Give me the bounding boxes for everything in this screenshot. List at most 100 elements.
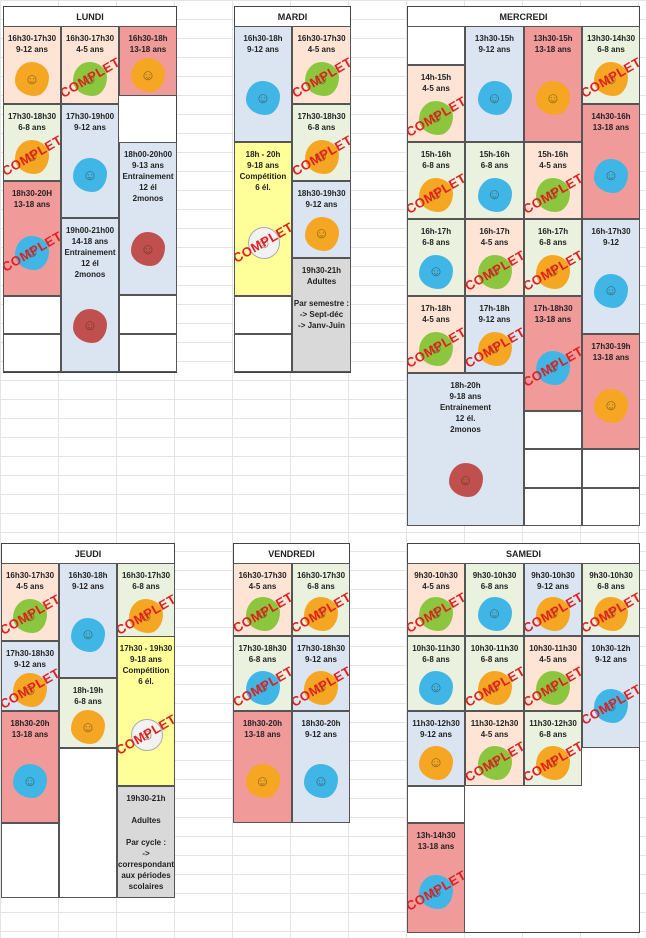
class-slot[interactable]: 10h30-11h30 6-8 ans ☺ COMPLET xyxy=(465,636,524,711)
class-slot[interactable]: 15h-16h 6-8 ans ☺ xyxy=(465,142,524,219)
class-slot[interactable]: 11h30-12h30 9-12 ans ☺ xyxy=(407,711,465,786)
class-slot[interactable] xyxy=(582,488,640,526)
mascot-icon: ☺ xyxy=(246,81,280,115)
class-slot[interactable]: 16h30-17h30 4-5 ans ☺ COMPLET xyxy=(61,26,119,104)
class-slot[interactable]: 13h30-15h 13-18 ans ☺ xyxy=(524,26,582,142)
class-slot[interactable]: 11h30-12h30 4-5 ans ☺ COMPLET xyxy=(465,711,524,786)
class-slot[interactable]: 13h-14h30 13-18 ans ☺ COMPLET xyxy=(407,823,465,933)
class-slot[interactable]: 17h30-18h30 6-8 ans ☺ COMPLET xyxy=(3,104,61,181)
class-slot[interactable]: 17h-18h 4-5 ans ☺ COMPLET xyxy=(407,296,465,373)
class-slot[interactable]: 16h30-17h30 4-5 ans ☺ COMPLET xyxy=(1,563,59,641)
mascot-icon: ☺ xyxy=(536,254,570,289)
slot-text-line: 9-12 xyxy=(602,238,619,247)
class-slot[interactable]: 9h30-10h30 4-5 ans ☺ COMPLET xyxy=(407,563,465,636)
slot-text-line: 6-8 ans xyxy=(18,123,46,132)
class-slot[interactable] xyxy=(524,488,582,526)
class-slot[interactable]: 18h00-20h00 9-13 ans Entrainement 12 él 2mon… xyxy=(119,142,177,295)
class-slot[interactable]: 16h30-18h 9-12 ans ☺ xyxy=(234,26,292,142)
slot-text-line: 16h30-17h30 xyxy=(121,571,171,580)
class-slot[interactable]: 10h30-11h30 6-8 ans ☺ xyxy=(407,636,465,711)
class-slot[interactable] xyxy=(1,823,59,898)
class-slot[interactable]: 18h30-20h 13-18 ans ☺ xyxy=(233,711,292,823)
mascot-icon: ☺ xyxy=(15,235,49,270)
class-slot[interactable]: 17h30-18h30 9-12 ans ☺ COMPLET xyxy=(292,636,350,711)
class-slot[interactable]: 18h30-19h30 9-12 ans ☺ xyxy=(292,181,351,258)
slot-text-line: 16h30-18h xyxy=(243,34,283,43)
slot-text-line: 14-18 ans xyxy=(71,237,109,246)
class-slot[interactable]: 9h30-10h30 9-12 ans ☺ COMPLET xyxy=(524,563,582,636)
mascot-icon: ☺ xyxy=(304,139,339,174)
slot-text-line: 9-18 ans xyxy=(246,161,280,170)
class-slot[interactable]: 18h - 20h 9-18 ans Compétition 6 él. ☺ COMPLE… xyxy=(234,142,292,296)
class-slot[interactable] xyxy=(407,786,465,823)
class-slot[interactable]: 17h-18h 9-12 ans ☺ COMPLET xyxy=(465,296,524,373)
class-slot[interactable] xyxy=(524,411,582,449)
class-slot[interactable]: 10h30-11h30 4-5 ans ☺ COMPLET xyxy=(524,636,582,711)
class-slot[interactable] xyxy=(234,334,292,372)
class-slot[interactable]: 15h-16h 6-8 ans ☺ COMPLET xyxy=(407,142,465,219)
class-slot[interactable]: 16h30-18h 13-18 ans ☺ xyxy=(119,26,177,96)
class-slot[interactable]: 9h30-10h30 6-8 ans ☺ xyxy=(465,563,524,636)
slot-text-line: Adultes xyxy=(306,277,337,286)
class-slot[interactable]: 16h-17h30 9-12 ☺ xyxy=(582,219,640,334)
slot-text-line: 12 él xyxy=(139,183,157,192)
class-slot[interactable]: 18h30-20H 13-18 ans ☺ COMPLET xyxy=(3,181,61,296)
class-slot[interactable]: 13h30-15h 9-12 ans ☺ xyxy=(465,26,524,142)
slot-text-line: 16h30-17h30 xyxy=(238,571,287,580)
slot-text-line: 10h30-12h xyxy=(591,644,631,653)
class-slot[interactable] xyxy=(524,449,582,488)
class-slot[interactable] xyxy=(3,296,61,334)
slot-text-line: 17h30-19h xyxy=(591,342,631,351)
class-slot[interactable]: 17h30-18h30 9-12 ans ☺ COMPLET xyxy=(1,641,59,711)
class-slot[interactable]: 16h30-17h30 9-12 ans ☺ xyxy=(3,26,61,104)
class-slot[interactable]: 17h30-18h30 6-8 ans ☺ COMPLET xyxy=(233,636,292,711)
class-slot[interactable]: 17h30 - 19h30 9-18 ans Compétition 6 él. ☺ CO… xyxy=(117,636,175,786)
slot-text-line: 4-5 ans xyxy=(422,315,450,324)
class-slot[interactable] xyxy=(119,295,177,334)
class-slot[interactable]: 18h30-20h 9-12 ans ☺ xyxy=(292,711,350,823)
class-slot[interactable]: 17h-18h30 13-18 ans ☺ COMPLET xyxy=(524,296,582,411)
class-slot[interactable] xyxy=(582,449,640,488)
class-slot[interactable]: 18h-19h 6-8 ans ☺ xyxy=(59,678,117,748)
slot-text-line: 9-12 ans xyxy=(594,655,628,664)
class-slot[interactable] xyxy=(119,334,177,372)
class-slot[interactable]: 19h30-21h Adultes Par cycle : -> corresponda… xyxy=(117,786,175,898)
class-slot[interactable]: 18h30-20h 13-18 ans ☺ xyxy=(1,711,59,823)
slot-text-line: 12 él xyxy=(81,259,99,268)
class-slot[interactable] xyxy=(234,296,292,334)
slot-text-line: 13-18 ans xyxy=(592,353,630,362)
class-slot[interactable]: 16h-17h 6-8 ans ☺ xyxy=(407,219,465,296)
class-slot[interactable]: 16h-17h 6-8 ans ☺ COMPLET xyxy=(524,219,582,296)
class-slot[interactable]: 19h30-21h Adultes Par semestre : -> Sept-dé… xyxy=(292,258,351,372)
class-slot[interactable]: 13h30-14h30 6-8 ans ☺ COMPLET xyxy=(582,26,640,104)
class-slot[interactable]: 16h30-17h30 6-8 ans ☺ COMPLET xyxy=(117,563,175,641)
class-slot[interactable] xyxy=(3,334,61,372)
class-slot[interactable]: 14h30-16h 13-18 ans ☺ xyxy=(582,104,640,219)
class-slot[interactable]: 16h30-17h30 4-5 ans ☺ COMPLET xyxy=(292,26,351,104)
class-slot[interactable]: 17h30-18h30 6-8 ans ☺ COMPLET xyxy=(292,104,351,181)
class-slot[interactable]: 10h30-12h 9-12 ans ☺ COMPLET xyxy=(582,636,640,748)
slot-text-line: 18h30-20H xyxy=(11,189,53,198)
class-slot[interactable]: 14h-15h 4-5 ans ☺ COMPLET xyxy=(407,65,465,142)
class-slot[interactable] xyxy=(59,748,117,898)
slot-text-line: 10h30-11h30 xyxy=(529,644,577,653)
class-slot[interactable]: 16h30-17h30 4-5 ans ☺ COMPLET xyxy=(233,563,292,636)
class-slot[interactable]: 19h00-21h00 14-18 ans Entrainement 12 él 2mo… xyxy=(61,218,119,372)
class-slot[interactable] xyxy=(407,26,465,65)
slot-text-line: 18h-20h xyxy=(450,381,481,390)
slot-text-line: 9-18 ans xyxy=(449,392,482,401)
class-slot[interactable]: 15h-16h 4-5 ans ☺ COMPLET xyxy=(524,142,582,219)
mascot-icon: ☺ xyxy=(131,58,165,92)
slot-text-line: 12 él. xyxy=(455,414,476,423)
class-slot[interactable]: 17h30-19h 13-18 ans ☺ xyxy=(582,334,640,449)
class-slot[interactable]: 16h-17h 4-5 ans ☺ COMPLET xyxy=(465,219,524,296)
class-slot[interactable]: 16h30-17h30 6-8 ans ☺ COMPLET xyxy=(292,563,350,636)
class-slot[interactable]: 17h30-19h00 9-12 ans ☺ xyxy=(61,104,119,218)
slot-text-line: -> xyxy=(142,849,150,858)
slot-text-line: 17h-18h xyxy=(420,304,452,313)
class-slot[interactable]: 9h30-10h30 6-8 ans ☺ COMPLET xyxy=(582,563,640,636)
slot-text-line: scolaires xyxy=(128,882,164,891)
class-slot[interactable]: 18h-20h 9-18 ans Entrainement 12 él. 2monos ☺ xyxy=(407,373,524,526)
class-slot[interactable]: 16h30-18h 9-12 ans ☺ xyxy=(59,563,117,678)
class-slot[interactable]: 11h30-12h30 6-8 ans ☺ COMPLET xyxy=(524,711,582,786)
